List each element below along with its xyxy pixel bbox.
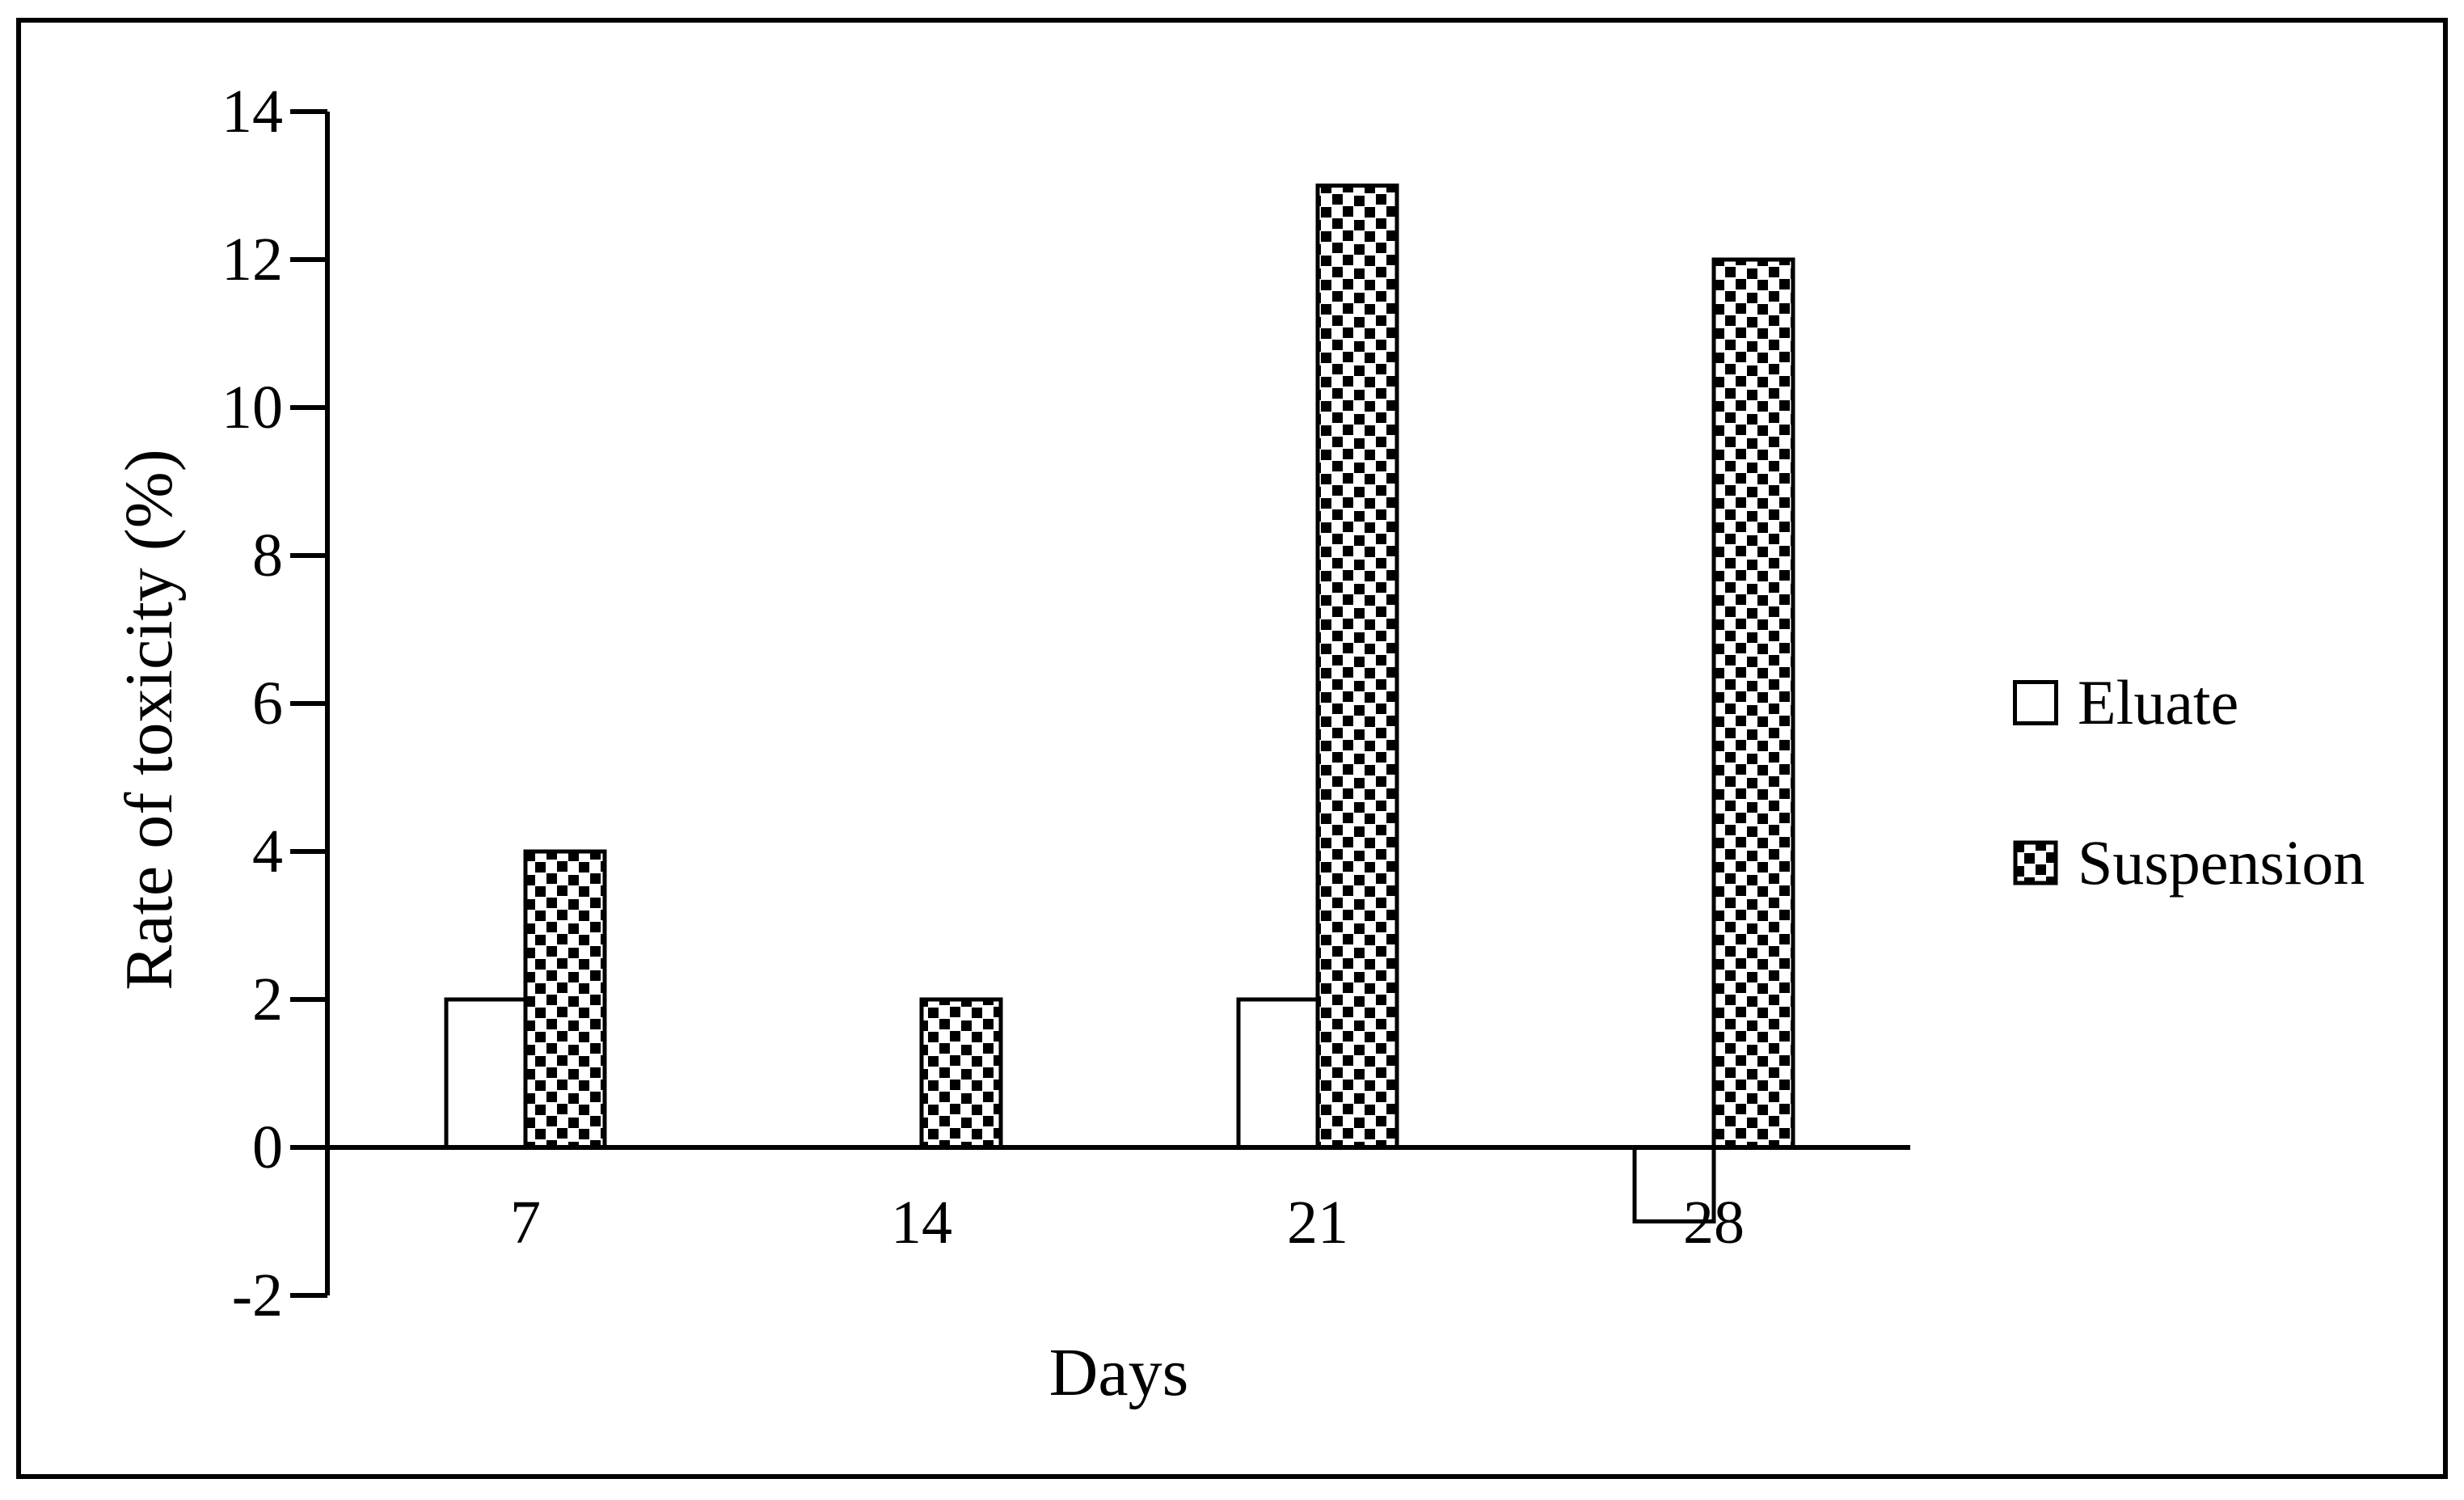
- legend-label-eluate: Eluate: [2078, 667, 2239, 737]
- figure-border: [16, 18, 2448, 1479]
- legend-item-eluate: Eluate: [2013, 667, 2239, 737]
- dotted-square-icon: [2013, 840, 2058, 885]
- bar-eluate-day-7: [444, 997, 528, 1150]
- y-tick-label-10: 10: [222, 374, 283, 442]
- white-square-icon: [2013, 680, 2058, 725]
- y-tick-label-0: 0: [252, 1113, 283, 1181]
- y-axis-title: Rate of toxicity (%): [112, 449, 187, 991]
- bars-layer: [444, 184, 1795, 1223]
- y-tick-label-2: 2: [252, 965, 283, 1033]
- x-axis-title: Days: [1048, 1335, 1189, 1410]
- y-tick-label--2: -2: [231, 1261, 283, 1329]
- x-category-label-14: 14: [891, 1189, 952, 1257]
- y-tick-label-12: 12: [222, 226, 283, 294]
- x-category-label-21: 21: [1287, 1189, 1348, 1257]
- legend-item-suspension: Suspension: [2013, 827, 2365, 898]
- x-category-label-28: 28: [1683, 1189, 1745, 1257]
- y-tick-label-14: 14: [222, 78, 283, 146]
- bar-suspension-day-28: [1711, 257, 1795, 1150]
- bar-eluate-day-21: [1236, 997, 1320, 1150]
- axis-layer: [290, 109, 1910, 1298]
- y-tick-label-8: 8: [252, 522, 283, 589]
- x-category-label-7: 7: [510, 1189, 541, 1257]
- y-tick-label-6: 6: [252, 670, 283, 737]
- bar-suspension-day-14: [919, 997, 1003, 1150]
- bar-suspension-day-7: [523, 849, 607, 1150]
- bar-suspension-day-21: [1315, 184, 1399, 1150]
- y-tick-label-4: 4: [252, 818, 283, 885]
- legend-label-suspension: Suspension: [2078, 827, 2365, 898]
